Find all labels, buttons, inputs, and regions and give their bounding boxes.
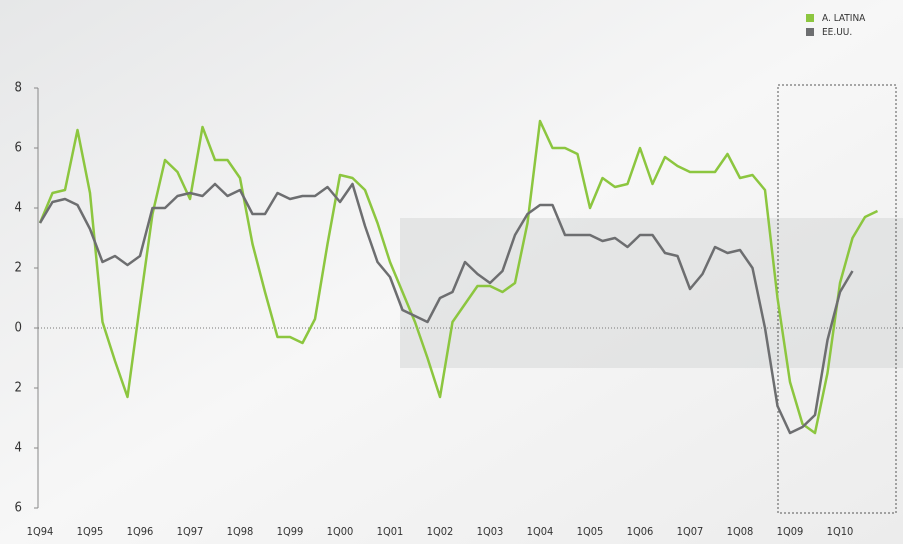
x-tick-label: 1Q05 xyxy=(577,525,604,538)
y-tick-label: 4 xyxy=(15,441,22,456)
legend-swatch xyxy=(806,28,814,36)
legend-label: A. LATINA xyxy=(822,13,866,24)
y-tick-label: 2 xyxy=(15,381,22,396)
x-tick-label: 1Q07 xyxy=(677,525,704,538)
y-tick-label: 2 xyxy=(15,261,22,276)
x-tick-label: 1Q98 xyxy=(227,525,254,538)
x-tick-label: 1Q94 xyxy=(27,525,54,538)
y-tick-label: 0 xyxy=(15,321,22,336)
y-tick-label: 8 xyxy=(15,81,22,96)
legend-label: EE.UU. xyxy=(822,27,852,38)
x-tick-label: 1Q01 xyxy=(377,525,404,538)
x-tick-label: 1Q97 xyxy=(177,525,204,538)
y-tick-label: 6 xyxy=(15,501,22,516)
x-tick-label: 1Q00 xyxy=(327,525,354,538)
y-tick-label: 6 xyxy=(15,141,22,156)
x-tick-label: 1Q10 xyxy=(827,525,854,538)
legend-swatch xyxy=(806,14,814,22)
background-sign xyxy=(400,218,903,368)
x-tick-label: 1Q08 xyxy=(727,525,754,538)
series-line xyxy=(38,119,879,435)
x-tick-label: 1Q06 xyxy=(627,525,654,538)
x-tick-label: 1Q03 xyxy=(477,525,504,538)
x-tick-label: 1Q96 xyxy=(127,525,154,538)
x-tick-label: 1Q04 xyxy=(527,525,554,538)
y-tick-label: 4 xyxy=(15,201,22,216)
x-tick-label: 1Q95 xyxy=(77,525,104,538)
series-line xyxy=(38,182,854,435)
x-tick-label: 1Q09 xyxy=(777,525,804,538)
x-tick-label: 1Q99 xyxy=(277,525,304,538)
x-tick-label: 1Q02 xyxy=(427,525,454,538)
